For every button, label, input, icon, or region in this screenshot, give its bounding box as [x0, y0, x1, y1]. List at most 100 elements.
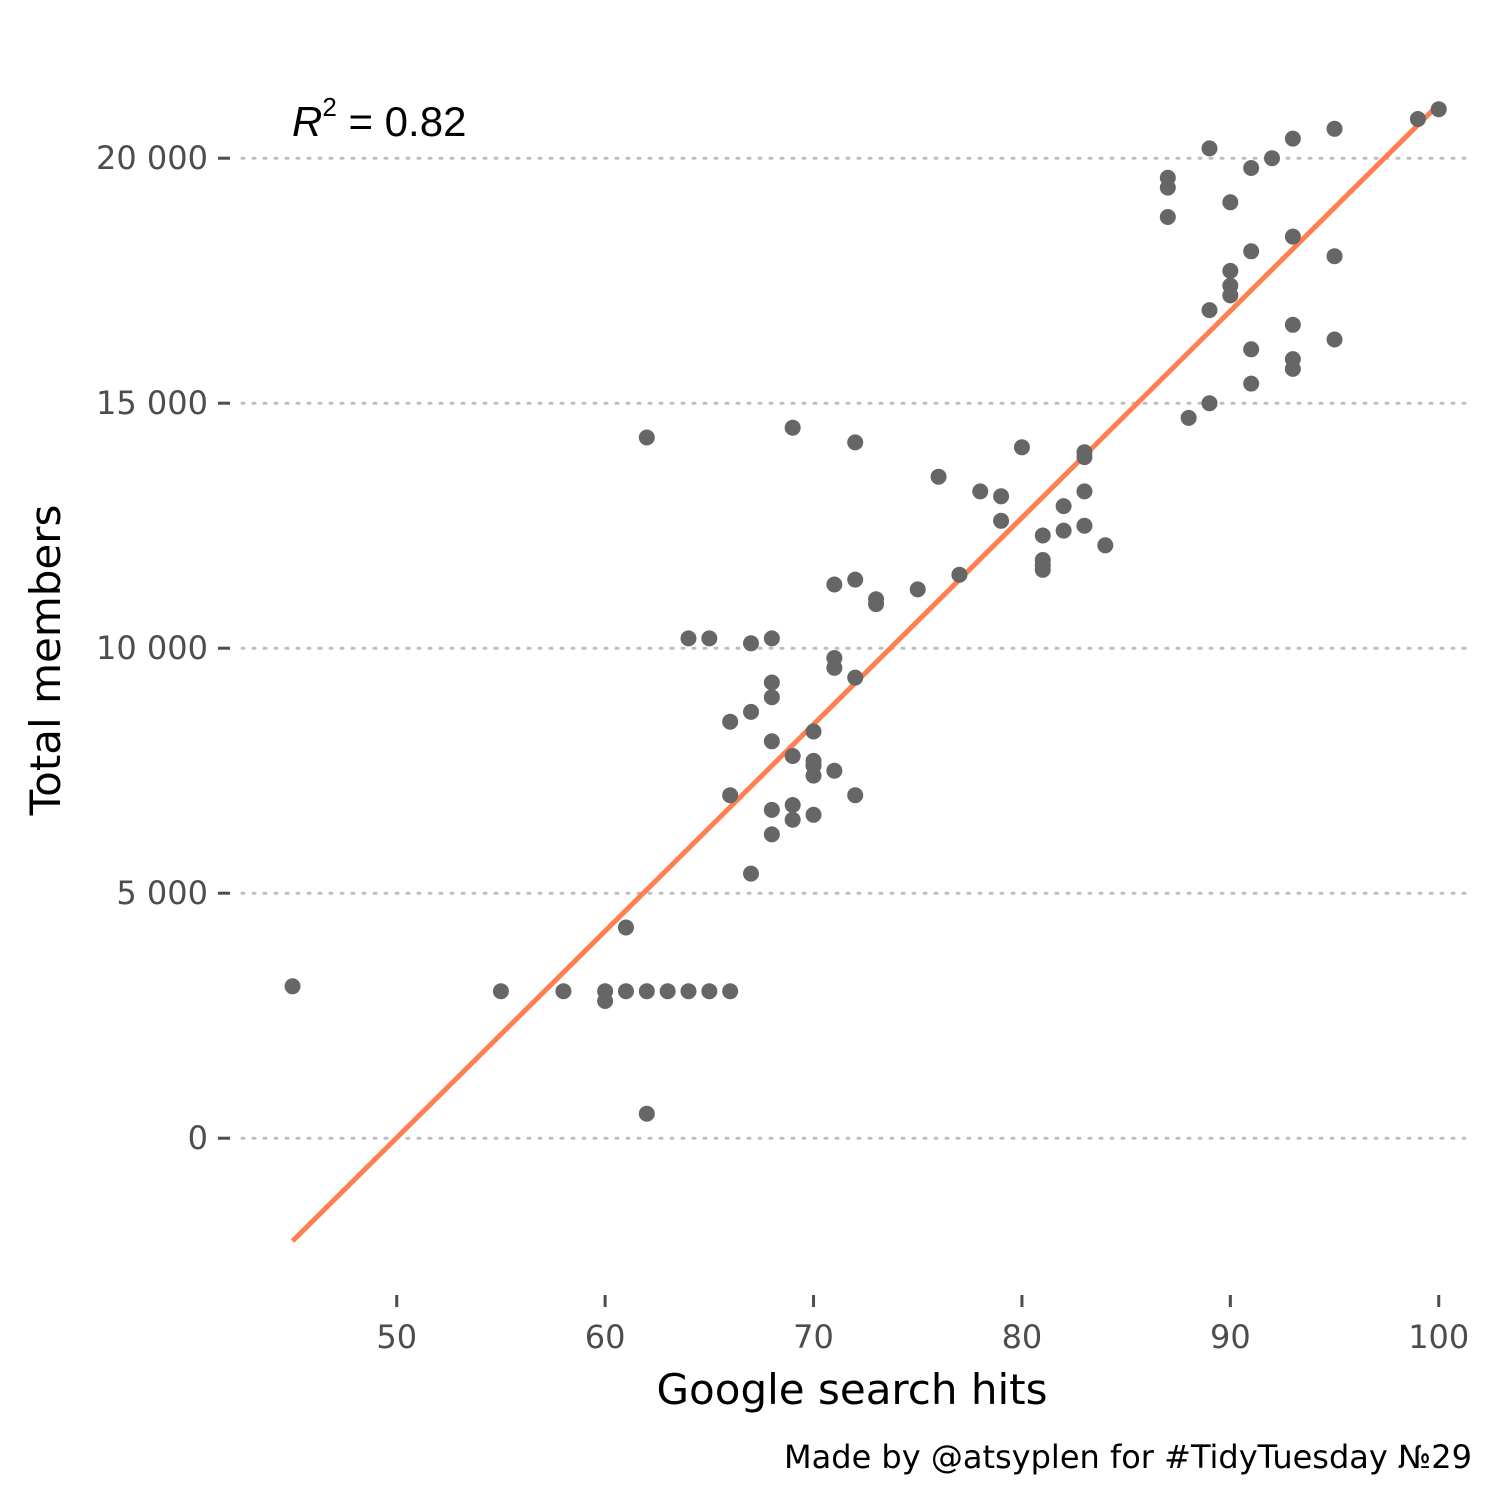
y-tick-label: 15 000 [96, 384, 208, 422]
data-point [701, 983, 718, 1000]
data-point [1326, 248, 1343, 265]
data-point [763, 801, 780, 818]
data-point [1076, 517, 1093, 534]
data-point [847, 669, 864, 686]
data-point [972, 483, 989, 500]
data-point [1284, 130, 1301, 147]
data-point [1222, 262, 1239, 279]
x-tick-label: 90 [1210, 1318, 1251, 1356]
data-point [847, 571, 864, 588]
x-tick-label: 60 [585, 1318, 626, 1356]
data-point [722, 983, 739, 1000]
r-squared-value: = 0.82 [337, 98, 467, 145]
data-point [1159, 179, 1176, 196]
data-point [1055, 498, 1072, 515]
data-point [847, 434, 864, 451]
data-point [1326, 120, 1343, 137]
x-axis: 50 60 70 80 90 100 [376, 1295, 1469, 1356]
data-point [659, 983, 676, 1000]
data-point [763, 826, 780, 843]
data-point [1222, 194, 1239, 211]
data-point [1243, 341, 1260, 358]
fit-line [290, 102, 1441, 1243]
y-axis: 0 5 000 10 000 15 000 20 000 [96, 139, 230, 1157]
data-point [784, 797, 801, 813]
data-point [1201, 302, 1218, 319]
data-point [1076, 449, 1093, 466]
y-tick-label: 20 000 [96, 139, 208, 177]
data-point [743, 703, 760, 720]
data-point [638, 429, 655, 446]
data-point [847, 787, 864, 804]
caption: Made by @atsyplen for #TidyTuesday №29 [784, 1438, 1472, 1476]
data-point [868, 596, 885, 613]
x-tick-label: 100 [1408, 1318, 1469, 1356]
data-point [1097, 537, 1114, 554]
data-point [1326, 331, 1343, 348]
data-point [1159, 209, 1176, 225]
data-points [284, 101, 1447, 1122]
data-point [826, 576, 843, 593]
data-point [1284, 316, 1301, 333]
data-point [743, 865, 760, 882]
data-point [722, 713, 739, 730]
r-squared-superscript: 2 [322, 92, 336, 122]
data-point [1034, 561, 1051, 578]
r-squared-annotation: R2 = 0.82 [292, 92, 466, 145]
x-tick-label: 80 [1002, 1318, 1043, 1356]
data-point [555, 983, 572, 1000]
data-point [1180, 409, 1197, 426]
data-point [784, 748, 801, 764]
data-point [1222, 287, 1239, 304]
y-tick-label: 10 000 [96, 629, 208, 667]
data-point [743, 635, 760, 652]
data-point [1076, 483, 1093, 500]
data-point [1243, 375, 1260, 392]
data-point [909, 581, 926, 598]
data-point [930, 468, 947, 485]
data-point [951, 566, 968, 583]
x-axis-title: Google search hits [657, 1365, 1048, 1414]
data-point [1284, 228, 1301, 245]
gridlines [240, 156, 1472, 1140]
data-point [680, 630, 697, 647]
data-point [638, 983, 655, 1000]
x-tick-label: 50 [376, 1318, 417, 1356]
r-squared-base: R [292, 98, 322, 145]
data-point [1243, 160, 1260, 176]
data-point [284, 978, 301, 995]
data-point [701, 630, 718, 647]
data-point [805, 806, 822, 823]
data-point [638, 1105, 655, 1122]
data-point [826, 762, 843, 779]
data-point [805, 723, 822, 740]
y-axis-title: Total members [21, 505, 70, 817]
data-point [763, 733, 780, 750]
data-point [784, 419, 801, 436]
data-point [597, 993, 614, 1009]
data-point [805, 767, 822, 784]
data-point [492, 983, 509, 1000]
data-point [1013, 439, 1030, 456]
data-point [1055, 522, 1072, 539]
data-point [784, 811, 801, 828]
data-point [617, 919, 634, 936]
data-point [1284, 360, 1301, 377]
data-point [763, 689, 780, 706]
data-point [993, 512, 1010, 529]
data-point [680, 983, 697, 1000]
data-point [1034, 527, 1051, 544]
data-point [1264, 150, 1281, 167]
data-point [1201, 140, 1218, 157]
data-point [617, 983, 634, 1000]
data-point [1409, 111, 1426, 127]
y-tick-label: 5 000 [116, 874, 208, 912]
data-point [1243, 243, 1260, 260]
y-tick-label: 0 [188, 1119, 208, 1157]
data-point [1201, 395, 1218, 412]
data-point [722, 787, 739, 804]
data-point [1430, 101, 1447, 118]
data-point [763, 630, 780, 647]
data-point [763, 674, 780, 691]
